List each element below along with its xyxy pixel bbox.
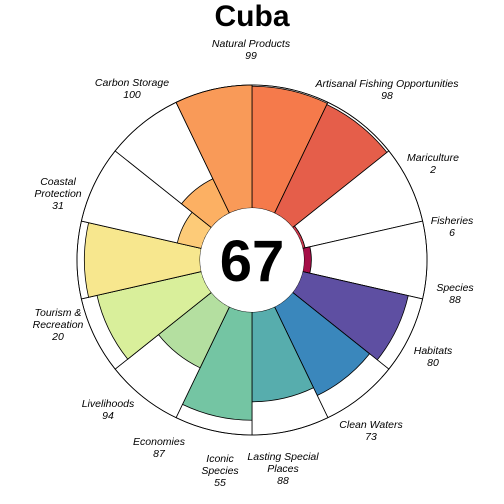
petal-group bbox=[76, 84, 428, 436]
chart-title: Cuba bbox=[215, 0, 290, 33]
label-fisheries: Fisheries 6 bbox=[431, 215, 474, 239]
label-group: Natural Products 99 Artisanal Fishing Oppo… bbox=[33, 38, 475, 489]
label-iconic-species: Iconic Species 55 bbox=[201, 453, 239, 489]
label-natural-products: Natural Products 99 bbox=[212, 38, 291, 62]
label-tourism-and-recreation: Tourism & Recreation 20 bbox=[33, 307, 84, 343]
outer-ring bbox=[76, 84, 428, 436]
label-species: Species 88 bbox=[436, 282, 474, 306]
label-economies: Economies 87 bbox=[133, 436, 186, 460]
center-circle bbox=[200, 208, 304, 312]
label-carbon-storage: Carbon Storage 100 bbox=[95, 77, 169, 101]
label-clean-waters: Clean Waters 73 bbox=[339, 419, 403, 443]
label-lasting-special-places: Lasting Special Places 88 bbox=[247, 451, 319, 487]
label-mariculture: Mariculture 2 bbox=[407, 152, 459, 176]
label-livelihoods: Livelihoods 94 bbox=[82, 398, 135, 422]
label-coastal-protection: Coastal Protection 31 bbox=[34, 176, 81, 212]
label-habitats: Habitats 80 bbox=[414, 345, 453, 369]
label-artisanal-fishing-opportunities: Artisanal Fishing Opportunities 98 bbox=[315, 78, 460, 102]
overall-score: 67 bbox=[220, 229, 285, 294]
